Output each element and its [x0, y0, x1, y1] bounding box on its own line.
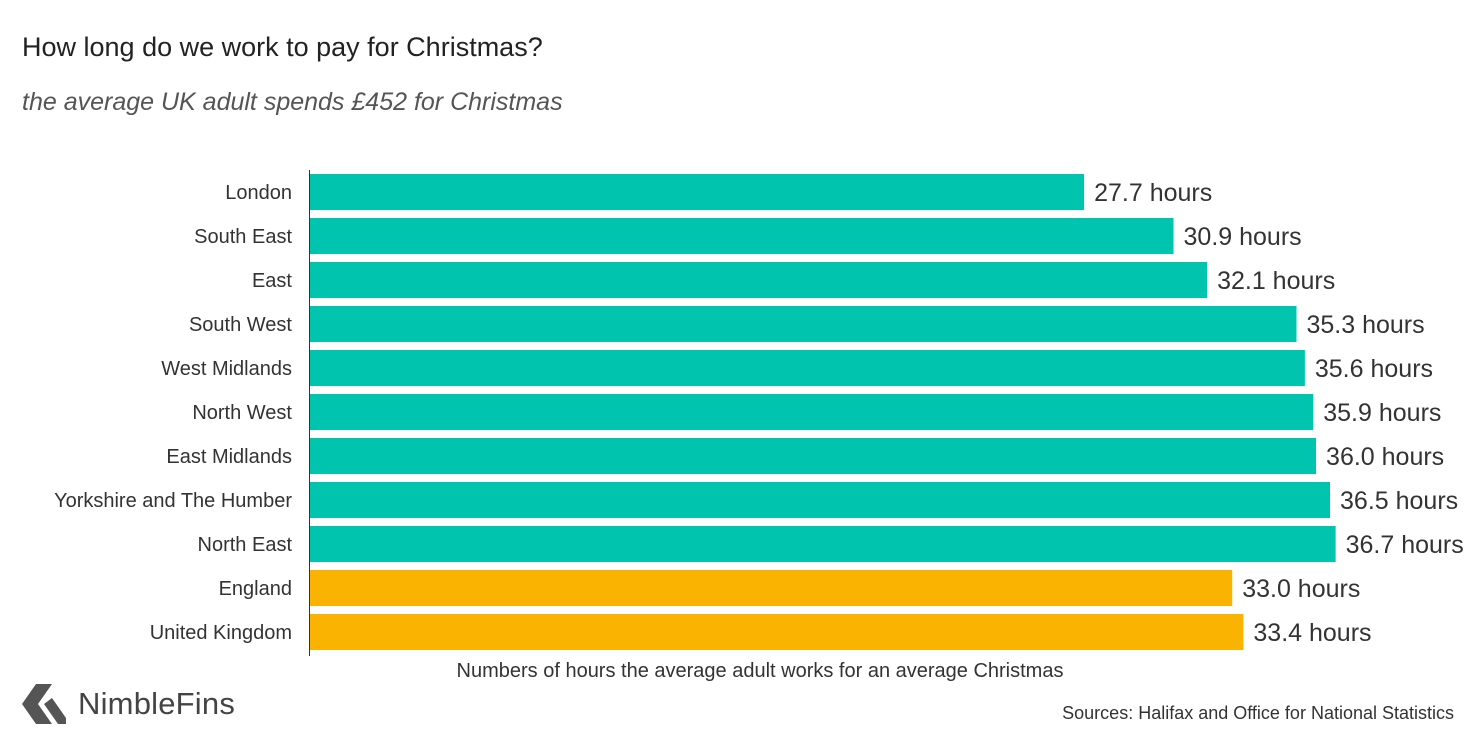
bar-6: [310, 438, 1317, 474]
category-label-7: Yorkshire and The Humber: [54, 490, 292, 512]
category-label-9: England: [219, 578, 292, 600]
category-label-5: North West: [192, 402, 292, 424]
category-label-0: London: [225, 182, 292, 204]
bar-5: [310, 394, 1314, 430]
value-label-0: 27.7 hours: [1094, 179, 1212, 207]
category-label-1: South East: [194, 226, 292, 248]
bar-2: [310, 262, 1208, 298]
bar-0: [310, 174, 1085, 210]
bar-7: [310, 482, 1331, 518]
bar-8: [310, 526, 1336, 562]
chart-title: How long do we work to pay for Christmas…: [22, 32, 543, 62]
chart-subtitle: the average UK adult spends £452 for Chr…: [22, 88, 563, 116]
value-label-5: 35.9 hours: [1323, 399, 1441, 427]
category-label-10: United Kingdom: [150, 622, 292, 644]
source-note: Sources: Halifax and Office for National…: [1062, 703, 1454, 723]
value-label-9: 33.0 hours: [1242, 575, 1360, 603]
x-axis-label: Numbers of hours the average adult works…: [456, 660, 1064, 682]
value-label-6: 36.0 hours: [1326, 443, 1444, 471]
category-label-4: West Midlands: [161, 358, 292, 380]
value-label-2: 32.1 hours: [1217, 267, 1335, 295]
value-label-1: 30.9 hours: [1184, 223, 1302, 251]
category-label-2: East: [252, 270, 292, 292]
value-label-3: 35.3 hours: [1306, 311, 1424, 339]
brand-name: NimbleFins: [78, 686, 236, 721]
bar-1: [310, 218, 1174, 254]
bar-3: [310, 306, 1297, 342]
brand-logo: NimbleFins: [22, 682, 235, 726]
bar-4: [310, 350, 1305, 386]
value-label-4: 35.6 hours: [1315, 355, 1433, 383]
bar-10: [310, 614, 1244, 650]
bar-9: [310, 570, 1233, 606]
category-label-6: East Midlands: [166, 446, 292, 468]
category-label-3: South West: [189, 314, 292, 336]
value-label-8: 36.7 hours: [1346, 531, 1464, 559]
nimblefins-logo-icon: [22, 684, 66, 724]
category-label-8: North East: [198, 534, 293, 556]
value-label-10: 33.4 hours: [1253, 619, 1371, 647]
value-label-7: 36.5 hours: [1340, 487, 1458, 515]
